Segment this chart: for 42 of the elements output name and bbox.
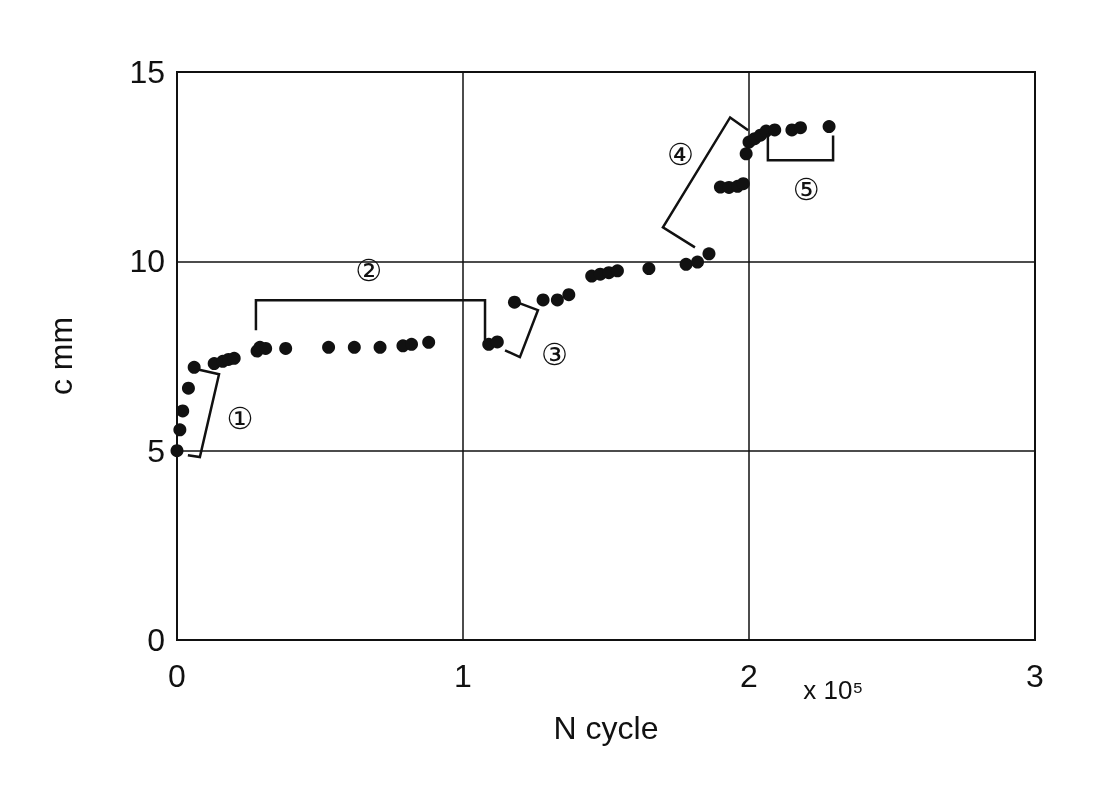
annotation: ⑤ xyxy=(792,171,820,207)
point xyxy=(736,177,750,191)
y-axis-title: c mm xyxy=(43,316,79,396)
point xyxy=(562,288,576,302)
text: x 10⁵ xyxy=(803,675,864,705)
annotation: ① xyxy=(226,400,254,436)
point xyxy=(691,255,705,269)
point xyxy=(610,264,624,278)
point xyxy=(176,404,190,418)
point xyxy=(679,257,693,271)
point xyxy=(181,381,195,395)
point xyxy=(702,247,716,261)
point xyxy=(822,120,836,134)
point xyxy=(507,295,521,309)
annotation: ③ xyxy=(541,336,568,372)
point xyxy=(279,341,293,355)
point xyxy=(322,340,336,354)
point xyxy=(793,121,807,135)
point xyxy=(422,335,436,349)
point xyxy=(768,123,782,137)
annotation: ② xyxy=(355,252,383,288)
point xyxy=(550,293,564,307)
point xyxy=(405,337,419,351)
point xyxy=(187,360,201,374)
x-tick-label: 3 xyxy=(1026,658,1044,694)
y-tick-label: 5 xyxy=(147,432,165,469)
x-tick-label: 1 xyxy=(454,658,472,694)
point xyxy=(227,351,241,365)
annotation: ④ xyxy=(666,136,694,172)
x-axis-title: N cycle xyxy=(553,710,659,746)
point xyxy=(739,147,753,161)
point xyxy=(173,423,187,437)
point xyxy=(642,262,656,276)
point xyxy=(490,335,504,349)
y-tick-label: 10 xyxy=(129,243,165,280)
point xyxy=(373,340,387,354)
point xyxy=(347,340,361,354)
y-tick-label: 15 xyxy=(129,54,165,90)
point xyxy=(536,293,550,307)
y-tick-label: 0 xyxy=(147,622,165,658)
x-tick-label: 2 xyxy=(740,658,758,694)
point xyxy=(170,444,184,458)
